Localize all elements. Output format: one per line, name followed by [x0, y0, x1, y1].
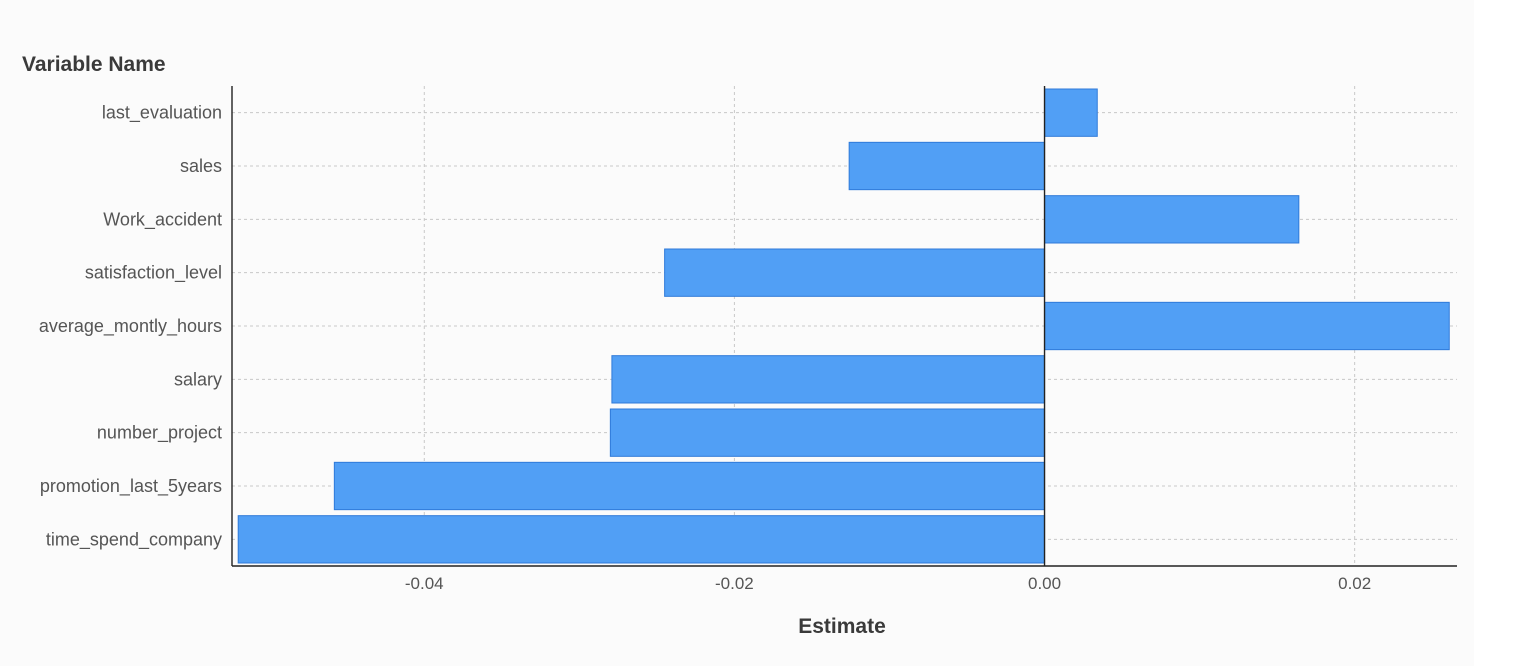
bar-promotion_last_5years[interactable] [333, 461, 1046, 511]
category-label: promotion_last_5years [40, 476, 222, 497]
x-tick-label: -0.02 [715, 574, 754, 593]
bar-average_montly_hours[interactable] [1044, 301, 1450, 351]
category-label: number_project [97, 423, 222, 444]
x-tick-labels: -0.04 -0.02 0.00 0.02 [405, 574, 1371, 593]
category-label: last_evaluation [102, 103, 222, 124]
bars [237, 88, 1450, 564]
x-tick-label: -0.04 [405, 574, 444, 593]
x-tick-label: 0.00 [1028, 574, 1061, 593]
category-label: time_spend_company [46, 529, 222, 550]
y-axis-title: Variable Name [22, 53, 166, 76]
x-axis-title: Estimate [798, 615, 886, 638]
bar-satisfaction_level[interactable] [664, 248, 1046, 297]
category-label: average_montly_hours [39, 316, 222, 337]
bar-Work_accident[interactable] [1044, 195, 1300, 244]
bar-last_evaluation[interactable] [1044, 88, 1098, 137]
bar-time_spend_company[interactable] [237, 515, 1046, 564]
category-label: Work_accident [103, 209, 222, 230]
axes [231, 86, 1457, 567]
category-label: sales [180, 156, 222, 176]
category-label: satisfaction_level [85, 263, 222, 284]
bar-number_project[interactable] [609, 408, 1046, 457]
bar-sales[interactable] [848, 141, 1046, 191]
category-label: salary [174, 369, 222, 389]
bar-salary[interactable] [611, 355, 1046, 404]
x-tick-label: 0.02 [1338, 574, 1371, 593]
